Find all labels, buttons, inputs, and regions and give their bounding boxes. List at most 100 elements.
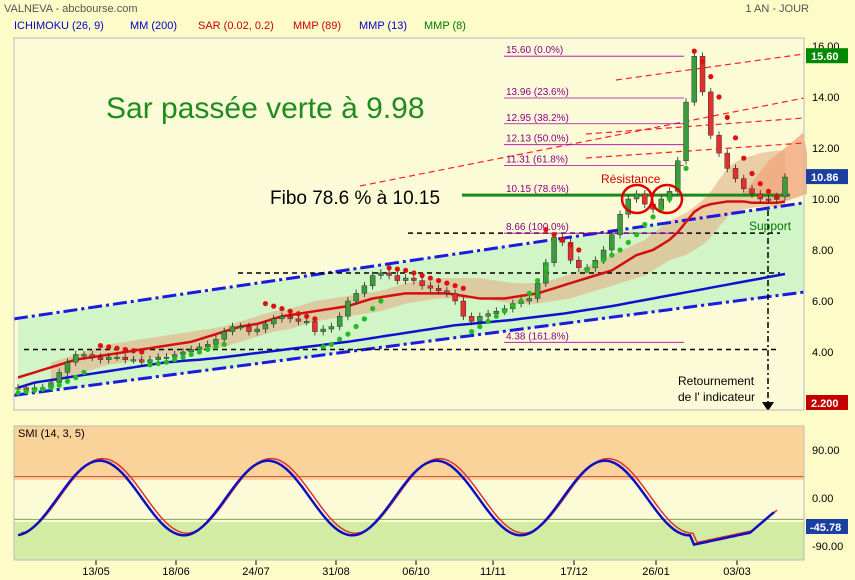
- sar-dot-green: [328, 341, 334, 347]
- candle: [15, 387, 21, 390]
- candle: [402, 277, 409, 281]
- sar-dot-red: [139, 349, 145, 355]
- sar-dot-green: [213, 344, 219, 350]
- sar-dot-green: [205, 346, 211, 353]
- fibo-level-label: 8.66 (100.0%): [506, 222, 569, 233]
- candle: [617, 214, 623, 235]
- sar-dot-green: [40, 386, 46, 392]
- sar-dot-green: [370, 306, 376, 312]
- sar-dot-red: [394, 266, 400, 272]
- x-tick-label: 17/12: [560, 566, 588, 578]
- sar-dot-red: [691, 48, 697, 54]
- candle: [526, 298, 533, 302]
- sar-dot-green: [64, 378, 71, 384]
- sar-dot-red: [122, 346, 128, 353]
- candle: [320, 328, 326, 332]
- candle: [419, 280, 425, 286]
- indicator-mmp8: MMP (8): [424, 20, 466, 32]
- sar-dot-green: [188, 351, 194, 358]
- sar-dot-red: [724, 114, 730, 120]
- sar-dot-red: [304, 313, 310, 319]
- sar-dot-green: [485, 318, 491, 324]
- candle: [262, 323, 269, 330]
- candle: [147, 359, 153, 363]
- candle: [765, 198, 772, 201]
- candle: [485, 313, 491, 317]
- candle: [106, 356, 112, 360]
- candle: [369, 275, 376, 286]
- candle: [221, 331, 227, 340]
- candle: [675, 160, 681, 192]
- indicator-sar: SAR (0.02, 0.2): [198, 20, 274, 32]
- sar-dot-green: [353, 323, 359, 330]
- candle: [64, 362, 71, 373]
- y-tick-label: 14.00: [812, 92, 840, 104]
- sar-dot-green: [48, 385, 54, 391]
- y-tick-label: 10.00: [812, 194, 840, 206]
- sar-dot-green: [172, 357, 178, 363]
- sar-dot-green: [477, 323, 483, 330]
- price-tag-label: 2.200: [811, 398, 839, 410]
- candle: [213, 339, 219, 345]
- smi-y-tick-label: 90.00: [812, 445, 840, 457]
- sar-dot-red: [386, 265, 392, 271]
- sar-dot-red: [732, 135, 739, 141]
- candle: [724, 152, 730, 169]
- sar-dot-green: [600, 257, 607, 263]
- candle: [163, 356, 170, 359]
- sar-dot-red: [576, 247, 582, 253]
- candle: [114, 356, 120, 359]
- candle: [493, 311, 500, 314]
- fibo-level-label: 13.96 (23.6%): [506, 87, 569, 98]
- sar-dot-green: [147, 362, 153, 368]
- sar-dot-green: [73, 374, 79, 381]
- sar-dot-green: [683, 165, 689, 171]
- candle: [287, 316, 293, 320]
- sar-dot-green: [642, 221, 648, 228]
- candle: [353, 293, 359, 302]
- mmp89-line: [17, 200, 786, 379]
- candle: [691, 56, 697, 103]
- sar-dot-green: [510, 303, 516, 309]
- candle: [361, 285, 368, 294]
- channel-lower-line: [13, 290, 805, 397]
- indicator-mm200: MM (200): [130, 20, 178, 32]
- x-tick-label: 13/05: [82, 566, 110, 578]
- sar-dot-green: [361, 316, 367, 322]
- candle: [749, 188, 755, 195]
- candle: [757, 193, 763, 200]
- resistance-label: Résistance: [601, 172, 661, 186]
- smi-last-tag: [806, 519, 848, 534]
- x-tick-label: 26/01: [642, 566, 670, 578]
- sar-dot-red: [271, 303, 277, 309]
- channel-upper-line: [13, 201, 805, 321]
- candle: [303, 321, 310, 324]
- candle: [782, 176, 788, 197]
- candle: [444, 290, 450, 294]
- sar-dot-green: [501, 308, 508, 314]
- x-tick-label: 18/06: [162, 566, 190, 578]
- sar-dot-red: [452, 283, 458, 289]
- candle: [642, 193, 648, 205]
- candle: [452, 293, 458, 302]
- trend-dashed-line: [585, 117, 805, 135]
- sar-dot-green: [592, 262, 598, 268]
- candle: [708, 91, 714, 136]
- sar-dot-green: [81, 369, 87, 375]
- sar-dot-green: [337, 336, 343, 342]
- candle: [551, 237, 557, 263]
- reversal-label-line2: de l' indicateur: [678, 390, 756, 404]
- sar-dot-green: [378, 298, 384, 304]
- sar-dot-red: [551, 232, 557, 238]
- candle: [345, 300, 351, 317]
- main-pane-border: [13, 37, 805, 411]
- fibo-level-label: 12.13 (50.0%): [506, 134, 569, 145]
- smi-title: SMI (14, 3, 5): [18, 428, 85, 440]
- x-tick-label: 03/03: [723, 566, 751, 578]
- support-label: Support: [749, 219, 792, 233]
- sar-dot-red: [765, 188, 772, 194]
- fibo-annotation: Fibo 78.6 % à 10.15: [270, 188, 441, 209]
- sar-dot-green: [15, 390, 21, 396]
- y-tick-label: 4.00: [812, 347, 833, 359]
- candle: [543, 262, 549, 284]
